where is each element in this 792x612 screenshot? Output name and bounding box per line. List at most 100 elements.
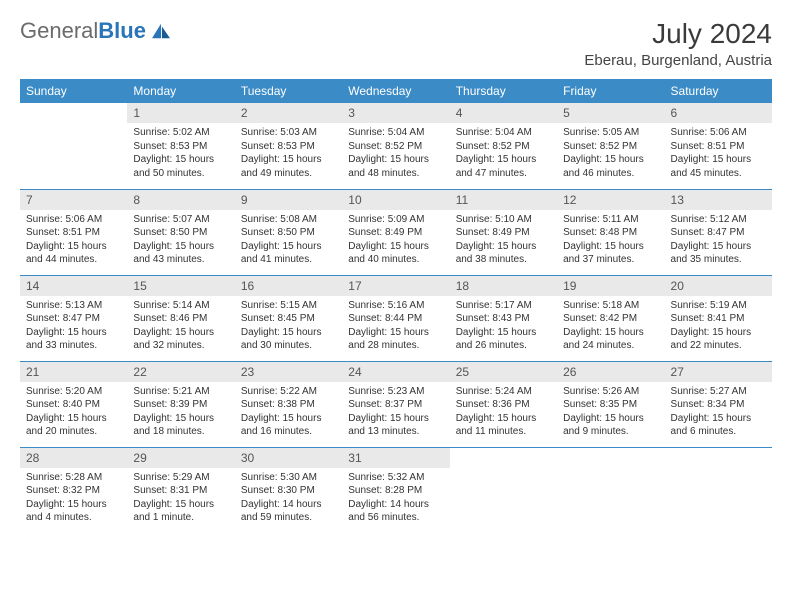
sunset-text: Sunset: 8:30 PM xyxy=(241,484,336,498)
sunrise-text: Sunrise: 5:24 AM xyxy=(456,385,551,399)
sunset-text: Sunset: 8:50 PM xyxy=(133,226,228,240)
weekday-header: Friday xyxy=(557,79,664,103)
daylight-text: Daylight: 15 hours and 4 minutes. xyxy=(26,498,121,525)
day-info: Sunrise: 5:21 AMSunset: 8:39 PMDaylight:… xyxy=(127,382,234,444)
day-info: Sunrise: 5:03 AMSunset: 8:53 PMDaylight:… xyxy=(235,123,342,185)
day-number: 22 xyxy=(127,362,234,382)
day-info: Sunrise: 5:18 AMSunset: 8:42 PMDaylight:… xyxy=(557,296,664,358)
day-number: 18 xyxy=(450,276,557,296)
daylight-text: Daylight: 15 hours and 18 minutes. xyxy=(133,412,228,439)
day-number: 7 xyxy=(20,190,127,210)
day-number: 2 xyxy=(235,103,342,123)
day-info: Sunrise: 5:29 AMSunset: 8:31 PMDaylight:… xyxy=(127,468,234,530)
sunrise-text: Sunrise: 5:32 AM xyxy=(348,471,443,485)
sunrise-text: Sunrise: 5:23 AM xyxy=(348,385,443,399)
header: GeneralBlue July 2024 Eberau, Burgenland… xyxy=(20,18,772,69)
sunrise-text: Sunrise: 5:06 AM xyxy=(671,126,766,140)
calendar-day-cell: 17Sunrise: 5:16 AMSunset: 8:44 PMDayligh… xyxy=(342,275,449,361)
sunset-text: Sunset: 8:38 PM xyxy=(241,398,336,412)
calendar-day-cell: 25Sunrise: 5:24 AMSunset: 8:36 PMDayligh… xyxy=(450,361,557,447)
calendar-day-cell: 29Sunrise: 5:29 AMSunset: 8:31 PMDayligh… xyxy=(127,447,234,533)
sunrise-text: Sunrise: 5:21 AM xyxy=(133,385,228,399)
calendar-day-cell: 22Sunrise: 5:21 AMSunset: 8:39 PMDayligh… xyxy=(127,361,234,447)
day-info: Sunrise: 5:32 AMSunset: 8:28 PMDaylight:… xyxy=(342,468,449,530)
sunset-text: Sunset: 8:50 PM xyxy=(241,226,336,240)
day-info: Sunrise: 5:26 AMSunset: 8:35 PMDaylight:… xyxy=(557,382,664,444)
calendar-day-cell: 26Sunrise: 5:26 AMSunset: 8:35 PMDayligh… xyxy=(557,361,664,447)
calendar-week-row: 21Sunrise: 5:20 AMSunset: 8:40 PMDayligh… xyxy=(20,361,772,447)
sunset-text: Sunset: 8:34 PM xyxy=(671,398,766,412)
weekday-header: Tuesday xyxy=(235,79,342,103)
day-info: Sunrise: 5:06 AMSunset: 8:51 PMDaylight:… xyxy=(665,123,772,185)
calendar-day-cell: 18Sunrise: 5:17 AMSunset: 8:43 PMDayligh… xyxy=(450,275,557,361)
day-info: Sunrise: 5:13 AMSunset: 8:47 PMDaylight:… xyxy=(20,296,127,358)
day-number: 11 xyxy=(450,190,557,210)
daylight-text: Daylight: 15 hours and 9 minutes. xyxy=(563,412,658,439)
day-info: Sunrise: 5:12 AMSunset: 8:47 PMDaylight:… xyxy=(665,210,772,272)
day-number: 27 xyxy=(665,362,772,382)
day-number: 9 xyxy=(235,190,342,210)
daylight-text: Daylight: 15 hours and 46 minutes. xyxy=(563,153,658,180)
calendar-day-cell: 24Sunrise: 5:23 AMSunset: 8:37 PMDayligh… xyxy=(342,361,449,447)
sunrise-text: Sunrise: 5:15 AM xyxy=(241,299,336,313)
day-number: 13 xyxy=(665,190,772,210)
daylight-text: Daylight: 15 hours and 44 minutes. xyxy=(26,240,121,267)
weekday-header: Sunday xyxy=(20,79,127,103)
sunset-text: Sunset: 8:40 PM xyxy=(26,398,121,412)
logo: GeneralBlue xyxy=(20,18,172,44)
weekday-header: Monday xyxy=(127,79,234,103)
calendar-day-cell xyxy=(20,103,127,189)
day-number: 6 xyxy=(665,103,772,123)
daylight-text: Daylight: 15 hours and 40 minutes. xyxy=(348,240,443,267)
daylight-text: Daylight: 15 hours and 47 minutes. xyxy=(456,153,551,180)
daylight-text: Daylight: 14 hours and 56 minutes. xyxy=(348,498,443,525)
day-info: Sunrise: 5:05 AMSunset: 8:52 PMDaylight:… xyxy=(557,123,664,185)
sunset-text: Sunset: 8:49 PM xyxy=(348,226,443,240)
calendar-day-cell: 20Sunrise: 5:19 AMSunset: 8:41 PMDayligh… xyxy=(665,275,772,361)
sunset-text: Sunset: 8:41 PM xyxy=(671,312,766,326)
calendar-day-cell: 27Sunrise: 5:27 AMSunset: 8:34 PMDayligh… xyxy=(665,361,772,447)
logo-part2: Blue xyxy=(98,18,146,43)
day-info: Sunrise: 5:30 AMSunset: 8:30 PMDaylight:… xyxy=(235,468,342,530)
sunrise-text: Sunrise: 5:04 AM xyxy=(348,126,443,140)
daylight-text: Daylight: 15 hours and 32 minutes. xyxy=(133,326,228,353)
day-info: Sunrise: 5:07 AMSunset: 8:50 PMDaylight:… xyxy=(127,210,234,272)
sunset-text: Sunset: 8:43 PM xyxy=(456,312,551,326)
day-number: 25 xyxy=(450,362,557,382)
day-info: Sunrise: 5:04 AMSunset: 8:52 PMDaylight:… xyxy=(342,123,449,185)
weekday-header: Saturday xyxy=(665,79,772,103)
calendar-day-cell: 23Sunrise: 5:22 AMSunset: 8:38 PMDayligh… xyxy=(235,361,342,447)
day-number: 14 xyxy=(20,276,127,296)
day-number: 21 xyxy=(20,362,127,382)
sunset-text: Sunset: 8:32 PM xyxy=(26,484,121,498)
sunrise-text: Sunrise: 5:12 AM xyxy=(671,213,766,227)
daylight-text: Daylight: 15 hours and 41 minutes. xyxy=(241,240,336,267)
day-info: Sunrise: 5:02 AMSunset: 8:53 PMDaylight:… xyxy=(127,123,234,185)
day-number: 28 xyxy=(20,448,127,468)
calendar-table: Sunday Monday Tuesday Wednesday Thursday… xyxy=(20,79,772,533)
day-number: 3 xyxy=(342,103,449,123)
daylight-text: Daylight: 15 hours and 49 minutes. xyxy=(241,153,336,180)
sunrise-text: Sunrise: 5:07 AM xyxy=(133,213,228,227)
calendar-week-row: 14Sunrise: 5:13 AMSunset: 8:47 PMDayligh… xyxy=(20,275,772,361)
sunrise-text: Sunrise: 5:04 AM xyxy=(456,126,551,140)
day-info: Sunrise: 5:22 AMSunset: 8:38 PMDaylight:… xyxy=(235,382,342,444)
sunrise-text: Sunrise: 5:27 AM xyxy=(671,385,766,399)
daylight-text: Daylight: 15 hours and 20 minutes. xyxy=(26,412,121,439)
day-info: Sunrise: 5:06 AMSunset: 8:51 PMDaylight:… xyxy=(20,210,127,272)
sunset-text: Sunset: 8:51 PM xyxy=(671,140,766,154)
calendar-day-cell: 13Sunrise: 5:12 AMSunset: 8:47 PMDayligh… xyxy=(665,189,772,275)
day-number: 1 xyxy=(127,103,234,123)
sunrise-text: Sunrise: 5:17 AM xyxy=(456,299,551,313)
calendar-body: 1Sunrise: 5:02 AMSunset: 8:53 PMDaylight… xyxy=(20,103,772,533)
sunset-text: Sunset: 8:47 PM xyxy=(26,312,121,326)
sunset-text: Sunset: 8:53 PM xyxy=(133,140,228,154)
sunrise-text: Sunrise: 5:19 AM xyxy=(671,299,766,313)
sunset-text: Sunset: 8:49 PM xyxy=(456,226,551,240)
daylight-text: Daylight: 15 hours and 11 minutes. xyxy=(456,412,551,439)
daylight-text: Daylight: 15 hours and 28 minutes. xyxy=(348,326,443,353)
sunrise-text: Sunrise: 5:03 AM xyxy=(241,126,336,140)
day-info: Sunrise: 5:19 AMSunset: 8:41 PMDaylight:… xyxy=(665,296,772,358)
daylight-text: Daylight: 15 hours and 35 minutes. xyxy=(671,240,766,267)
daylight-text: Daylight: 15 hours and 50 minutes. xyxy=(133,153,228,180)
